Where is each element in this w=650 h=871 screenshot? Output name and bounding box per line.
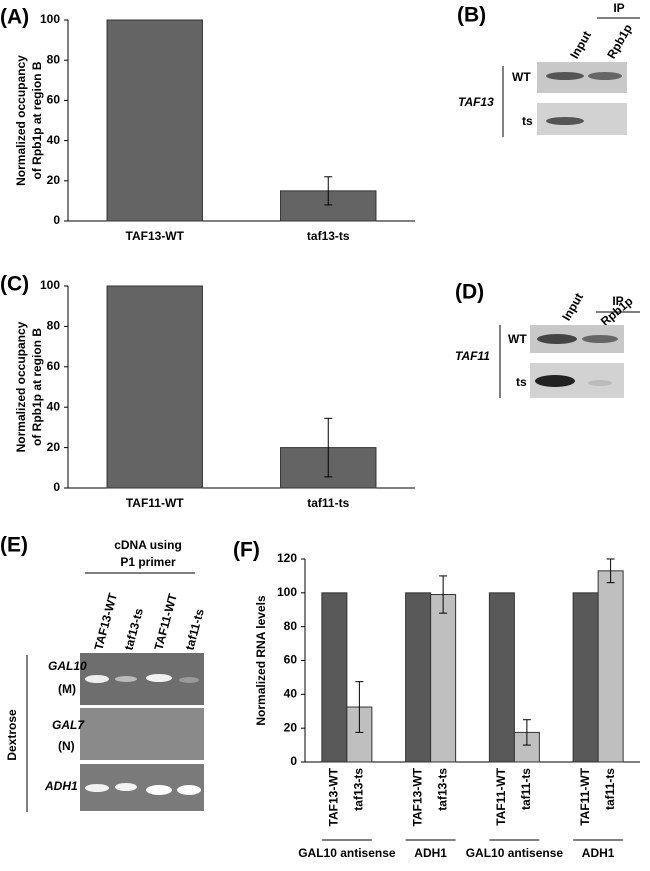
group-label: ADH1 [582,846,615,860]
bar [488,592,515,763]
bar [405,592,432,763]
band [535,375,575,387]
bar-label: taf11-ts [519,768,533,810]
y-axis-label: Normalized RNA levels [254,595,268,726]
band [177,785,201,795]
row-label: GAL10 [48,659,87,673]
blot-d: (D) IP Input Rpb1p WT ts TAF11 [455,281,640,398]
bar-label: TAF11-WT [578,767,592,825]
y-tick-label: 120 [277,551,297,565]
y-tick-label: 100 [277,585,297,599]
row-label: GAL7 [52,718,85,732]
lane-label: Input [559,291,586,323]
y-tick-label: 60 [284,653,298,667]
band [179,677,199,683]
row-label: ts [516,375,527,389]
y-axis-label: of Rpb1p at region B [30,61,44,179]
lane-label: Input [567,29,594,61]
group-label: GAL10 antisense [466,846,564,860]
y-tick-label: 80 [47,319,61,333]
x-tick-label: taf11-ts [307,496,349,510]
y-tick-label: 100 [40,12,60,26]
x-tick-label: TAF11-WT [126,496,184,510]
bar [106,285,203,489]
y-axis-label: of Rpb1p at region B [30,328,44,446]
bar [572,592,599,763]
y-tick-label: 40 [47,399,61,413]
y-tick-label: 0 [53,480,60,494]
panel-label: (F) [233,539,260,562]
band [588,72,622,80]
lane-label: TAF13-WT [91,591,120,652]
row-label: ts [522,114,533,128]
y-tick-label: 60 [47,359,61,373]
gel-title: P1 primer [120,555,176,569]
row-label: (M) [58,682,76,696]
gene-label: TAF11 [455,349,490,363]
y-tick-label: 40 [284,687,298,701]
bar-label: taf13-ts [352,768,366,811]
bar [321,592,348,763]
gene-label: TAF13 [458,95,494,109]
bar [597,570,624,763]
y-tick-label: 20 [284,720,298,734]
blot-b: (B) IP Input Rpb1p WT ts TAF13 [457,1,640,137]
band [588,380,612,386]
panel-label: (A) [0,6,29,29]
bar-label: TAF11-WT [494,767,508,825]
lane-label: taf11-ts [182,607,206,652]
gel-e: (E) cDNA using P1 primer TAF13-WT taf13-… [0,534,207,812]
ip-label: IP [612,294,623,308]
condition-label: Dextrose [5,709,19,761]
gel-strip [80,708,204,760]
panel-label: (B) [457,4,486,27]
bar-label: taf13-ts [435,768,449,811]
bar-label: TAF13-WT [410,767,424,826]
group-label: ADH1 [414,846,447,860]
y-tick-label: 80 [284,619,298,633]
lane-label: taf13-ts [121,606,146,651]
y-tick-label: 60 [47,93,61,107]
panel-label: (C) [0,273,29,296]
bar [430,594,457,763]
gel-title: cDNA using [114,538,182,552]
bar-label: TAF13-WT [327,767,341,826]
ip-label: IP [613,1,624,15]
y-axis-label: Normalized occupancy [14,321,28,452]
band [546,72,584,80]
band [115,783,137,791]
y-tick-label: 0 [53,213,60,227]
band [582,335,618,343]
y-tick-label: 20 [47,173,61,187]
row-label: WT [508,332,527,346]
band [85,784,109,792]
band [146,674,172,682]
band [115,676,137,682]
x-tick-label: TAF13-WT [126,229,185,243]
y-tick-label: 0 [290,754,297,768]
lane-label: TAF11-WT [151,592,180,652]
band [85,675,109,683]
charts: (A)Normalized occupancy of Rpb1p at regio… [0,6,640,860]
panel-label: (D) [455,281,484,304]
band [146,785,172,795]
band [546,117,584,125]
bar-label: taf11-ts [603,768,617,810]
row-label: ADH1 [44,779,78,793]
lane-label: Rpb1p [604,22,635,61]
row-label: WT [512,70,531,84]
y-tick-label: 40 [47,133,61,147]
y-tick-label: 20 [47,440,61,454]
row-label: (N) [58,739,75,753]
y-tick-label: 80 [47,52,61,66]
band [537,334,577,344]
x-tick-label: taf13-ts [307,229,350,243]
group-label: GAL10 antisense [298,846,396,860]
panel-label: (E) [0,534,28,557]
y-axis-label: Normalized occupancy [14,55,28,186]
bar [106,19,203,222]
y-tick-label: 100 [40,278,60,292]
